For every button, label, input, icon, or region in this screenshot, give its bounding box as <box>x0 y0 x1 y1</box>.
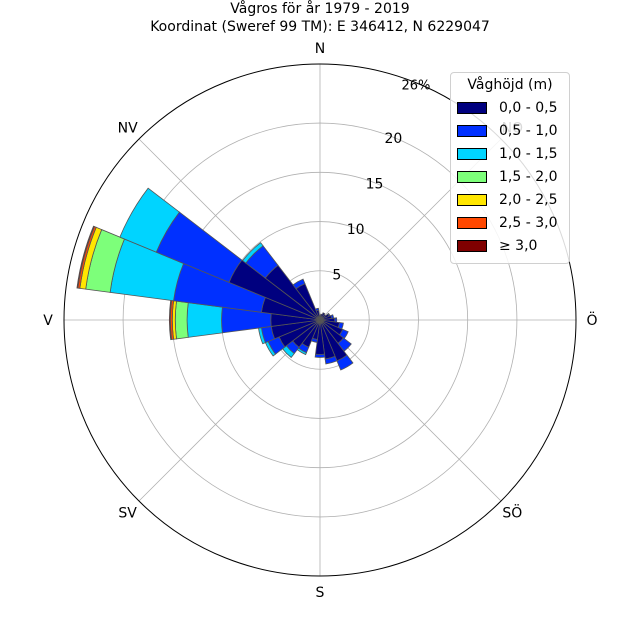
rose-bar-270deg-bin4 <box>174 300 189 340</box>
direction-label-Ö: Ö <box>586 311 597 329</box>
r-tick-label-5: 5 <box>332 268 341 284</box>
rose-bar-330deg-bin2 <box>292 278 306 290</box>
direction-label-SÖ: SÖ <box>502 503 522 521</box>
rose-bar-150deg-bin2 <box>336 354 354 371</box>
r-tick-label-max: 26% <box>402 78 431 93</box>
legend-label: 1,5 - 2,0 <box>499 168 558 185</box>
direction-label-SV: SV <box>118 505 137 521</box>
chart-title: Vågros för år 1979 - 2019 <box>230 1 410 17</box>
outer-circle <box>63 63 577 577</box>
legend-swatch <box>457 101 487 114</box>
legend: Våghöjd (m) 0,0 - 0,5 0,5 - 1,0 1,0 - 1,5 1… <box>450 72 570 264</box>
rose-bar-165deg-bin2 <box>324 355 338 365</box>
legend-swatch <box>457 239 487 252</box>
rose-bar-180deg-bin2 <box>314 353 326 358</box>
legend-label: ≥ 3,0 <box>499 237 538 254</box>
legend-entry: 0,0 - 0,5 <box>457 96 563 119</box>
legend-entry: 1,5 - 2,0 <box>457 165 563 188</box>
legend-label: 0,0 - 0,5 <box>499 99 558 116</box>
chart-subtitle: Koordinat (Sweref 99 TM): E 346412, N 62… <box>150 19 490 35</box>
legend-label: 2,0 - 2,5 <box>499 191 558 208</box>
legend-entry: 2,5 - 3,0 <box>457 211 563 234</box>
r-tick-label-10: 10 <box>347 222 365 238</box>
legend-swatch <box>457 147 487 160</box>
rose-bar-300deg-bin3 <box>119 187 180 253</box>
legend-label: 0,5 - 1,0 <box>499 122 558 139</box>
legend-label: 2,5 - 3,0 <box>499 214 558 231</box>
legend-swatch <box>457 124 487 137</box>
legend-entry: ≥ 3,0 <box>457 234 563 257</box>
rose-bar-285deg-bin7 <box>76 225 95 289</box>
rose-bar-345deg-bin2 <box>314 307 320 312</box>
legend-label: 1,0 - 1,5 <box>499 145 558 162</box>
direction-label-V: V <box>43 313 53 329</box>
legend-title: Våghöjd (m) <box>467 77 553 93</box>
direction-label-S: S <box>316 585 325 601</box>
rose-bar-315deg-bin3 <box>242 242 264 264</box>
rose-bar-90deg-bin2 <box>334 317 338 323</box>
spoke-line-SÖ <box>319 319 502 502</box>
direction-label-NV: NV <box>118 121 138 137</box>
legend-entries: 0,0 - 0,5 0,5 - 1,0 1,0 - 1,5 1,5 - 2,0 2,0 … <box>457 96 563 257</box>
legend-entry: 1,0 - 1,5 <box>457 142 563 165</box>
rose-bar-270deg-bin3 <box>186 302 223 338</box>
direction-label-N: N <box>315 41 325 57</box>
legend-swatch <box>457 170 487 183</box>
grid-circle-20 <box>122 122 518 518</box>
r-tick-label-20: 20 <box>384 131 402 147</box>
legend-entry: 0,5 - 1,0 <box>457 119 563 142</box>
legend-swatch <box>457 216 487 229</box>
r-tick-label-15: 15 <box>366 177 384 193</box>
legend-swatch <box>457 193 487 206</box>
legend-entry: 2,0 - 2,5 <box>457 188 563 211</box>
